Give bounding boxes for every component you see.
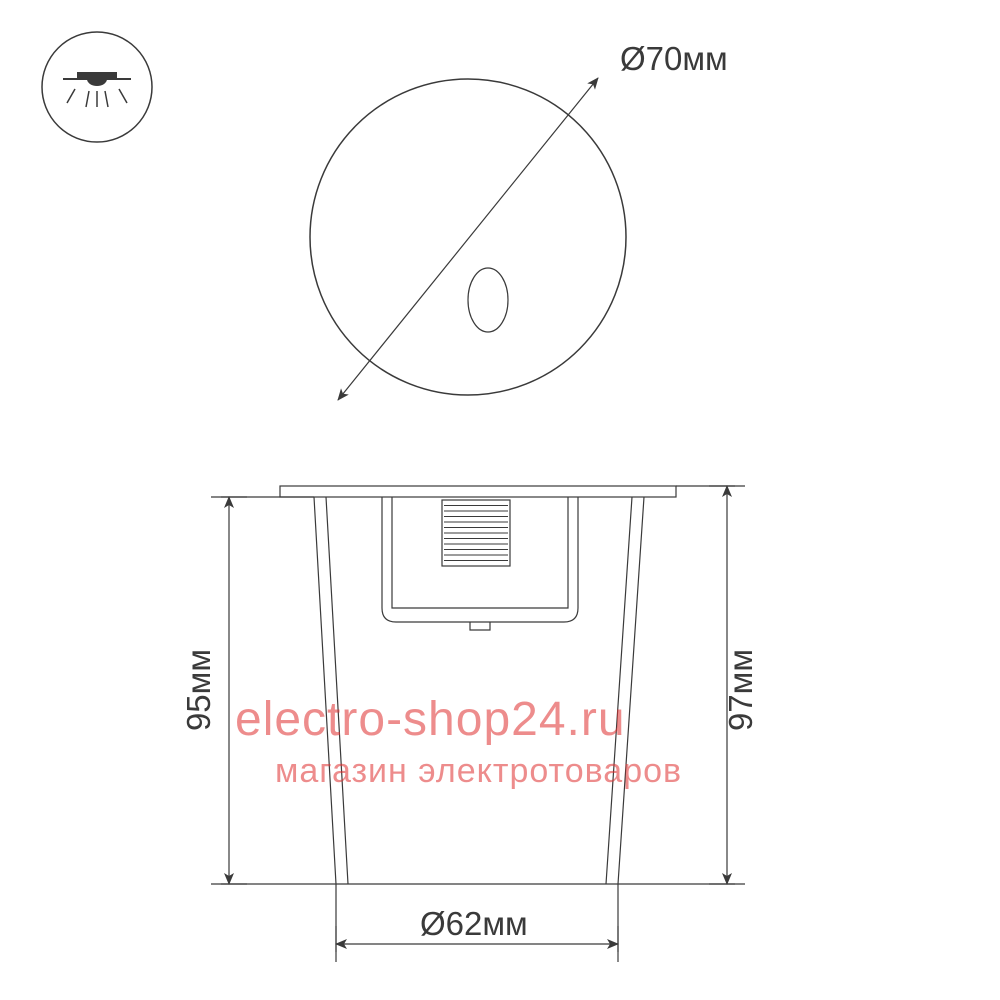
diagram-svg: Ø70мм 95мм 97мм Ø62мм electro-shop24.ruм… (0, 0, 1000, 1000)
watermark-sub: магазин электротоваров (275, 752, 682, 790)
watermark-main: electro-shop24.ru (235, 693, 626, 746)
dim-label-d70: Ø70мм (620, 40, 728, 77)
diagram-canvas: Ø70мм 95мм 97мм Ø62мм electro-shop24.ruм… (0, 0, 1000, 1000)
dim-label-d62: Ø62мм (420, 905, 528, 942)
dim-label-95: 95мм (180, 649, 217, 731)
